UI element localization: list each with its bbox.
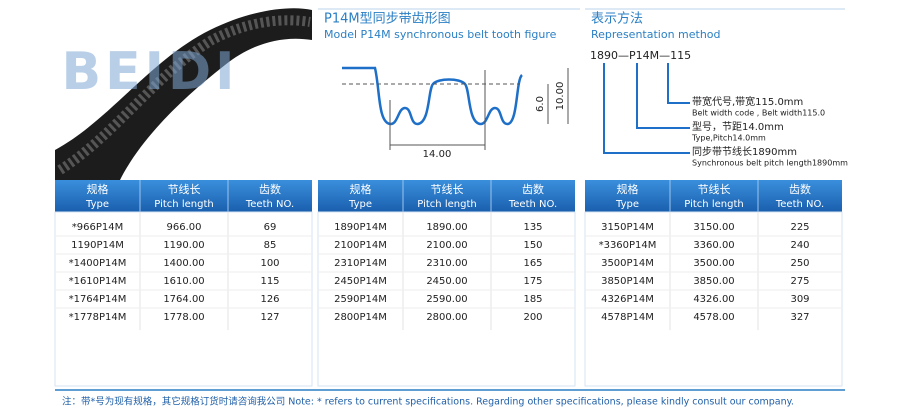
table-cell: 2450P14M <box>334 276 387 287</box>
table-cell: 2310P14M <box>334 258 387 269</box>
column-header: 节线长 <box>698 182 731 196</box>
table-cell: *3360P14M <box>599 240 657 251</box>
table-cell: 3150.00 <box>693 222 734 233</box>
table-cell: 165 <box>523 258 542 269</box>
table-cell: 3850.00 <box>693 276 734 287</box>
table-cell: 966.00 <box>167 222 202 233</box>
column-header: 规格 <box>87 182 109 196</box>
table-cell: 4578.00 <box>693 312 734 323</box>
column-header: Type <box>85 199 109 210</box>
table-body <box>317 211 576 387</box>
belt-height-dim: 10.00 <box>555 82 566 111</box>
column-header: Teeth NO. <box>508 199 557 210</box>
table-cell: 126 <box>260 294 279 305</box>
table-cell: *1610P14M <box>69 276 127 287</box>
table-cell: 127 <box>260 312 279 323</box>
table-cell: 2590P14M <box>334 294 387 305</box>
column-header: 节线长 <box>168 182 201 196</box>
item-sub: Synchronous belt pitch length1890mm <box>692 159 848 168</box>
table-cell: 2100.00 <box>426 240 467 251</box>
pitch-dim: 14.00 <box>423 149 452 160</box>
table-cell: 3500P14M <box>601 258 654 269</box>
table-cell: *1400P14M <box>69 258 127 269</box>
panel-subtitle: Model P14M synchronous belt tooth figure <box>324 28 557 41</box>
panel-title: 表示方法 <box>591 11 643 27</box>
column-header: 齿数 <box>259 183 281 196</box>
column-header: 规格 <box>350 182 372 196</box>
column-header: Pitch length <box>684 199 743 210</box>
table-header <box>585 180 842 212</box>
column-header: 齿数 <box>522 183 544 196</box>
table-cell: 200 <box>523 312 542 323</box>
table-cell: 69 <box>264 222 277 233</box>
column-header: 规格 <box>617 182 639 196</box>
table-cell: 240 <box>790 240 809 251</box>
table-cell: 4578P14M <box>601 312 654 323</box>
column-header: 节线长 <box>431 182 464 196</box>
table-cell: 1400.00 <box>163 258 204 269</box>
table-cell: 2450.00 <box>426 276 467 287</box>
item-sub: Type,Pitch14.0mm <box>691 134 766 143</box>
table-cell: 1190.00 <box>163 240 204 251</box>
tooth-height-dim: 6.0 <box>535 96 546 112</box>
item-label: 带宽代号,带宽115.0mm <box>692 95 803 108</box>
item-sub: Belt width code , Belt width115.0 <box>692 109 825 118</box>
table-cell: 3360.00 <box>693 240 734 251</box>
table-cell: 115 <box>260 276 279 287</box>
table-body <box>54 211 313 387</box>
table-cell: 3500.00 <box>693 258 734 269</box>
table-cell: 225 <box>790 222 809 233</box>
table-cell: 2800P14M <box>334 312 387 323</box>
table-cell: 250 <box>790 258 809 269</box>
column-header: Pitch length <box>154 199 213 210</box>
table-cell: 135 <box>523 222 542 233</box>
panel-title: P14M型同步带齿形图 <box>324 12 451 27</box>
table-cell: 85 <box>264 240 277 251</box>
table-cell: 2590.00 <box>426 294 467 305</box>
tooth-figure: P14M型同步带齿形图 Model P14M synchronous belt … <box>318 8 580 160</box>
belt-image: BEIDI <box>55 0 312 181</box>
table-cell: *966P14M <box>72 222 123 233</box>
table-body <box>584 211 843 387</box>
table-cell: 1778.00 <box>163 312 204 323</box>
table-cell: *1764P14M <box>69 294 127 305</box>
table-header <box>318 180 575 212</box>
table-cell: 1764.00 <box>163 294 204 305</box>
table-cell: 2100P14M <box>334 240 387 251</box>
column-header: 齿数 <box>789 183 811 196</box>
panel-subtitle: Representation method <box>591 28 721 41</box>
note: 注：带*号为现有规格，其它规格订货时请咨询我公司 Note: * refers … <box>62 396 794 408</box>
column-header: Teeth NO. <box>245 199 294 210</box>
column-header: Type <box>615 199 639 210</box>
watermark: BEIDI <box>61 42 238 102</box>
table-cell: 1890P14M <box>334 222 387 233</box>
table-cell: 3850P14M <box>601 276 654 287</box>
representation: 表示方法 Representation method 1890—P14M—115… <box>585 8 848 168</box>
table-cell: 275 <box>790 276 809 287</box>
table-cell: 150 <box>523 240 542 251</box>
table-cell: *1778P14M <box>69 312 127 323</box>
code: 1890—P14M—115 <box>590 49 691 62</box>
table-cell: 327 <box>790 312 809 323</box>
item-label: 同步带节线长1890mm <box>692 145 797 158</box>
column-header: Pitch length <box>417 199 476 210</box>
table-cell: 2800.00 <box>426 312 467 323</box>
table-cell: 2310.00 <box>426 258 467 269</box>
column-header: Teeth NO. <box>775 199 824 210</box>
table-cell: 4326P14M <box>601 294 654 305</box>
item-label: 型号，节距14.0mm <box>692 120 784 133</box>
table-cell: 185 <box>523 294 542 305</box>
table-cell: 4326.00 <box>693 294 734 305</box>
table-cell: 1190P14M <box>71 240 124 251</box>
column-header: Type <box>348 199 372 210</box>
table-header <box>55 180 312 212</box>
table-cell: 3150P14M <box>601 222 654 233</box>
table-cell: 309 <box>790 294 809 305</box>
table-cell: 1890.00 <box>426 222 467 233</box>
table-cell: 1610.00 <box>163 276 204 287</box>
table-cell: 100 <box>260 258 279 269</box>
table-cell: 175 <box>523 276 542 287</box>
